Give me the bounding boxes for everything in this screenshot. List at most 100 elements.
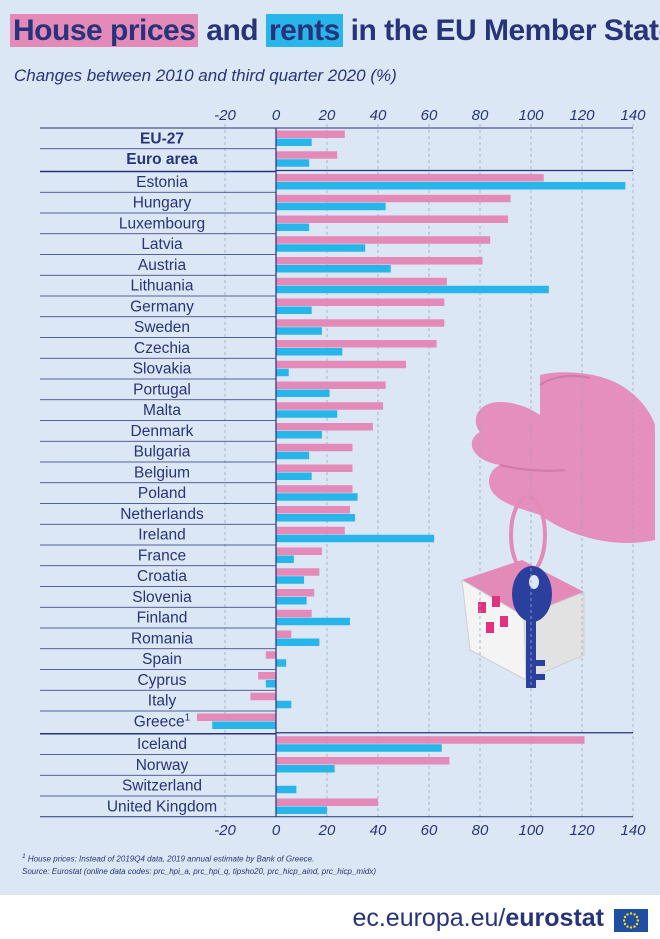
bar-house-prices <box>276 630 292 638</box>
category-name: Latvia <box>141 236 183 253</box>
category-name: Slovakia <box>133 361 192 378</box>
x-tick-label-bottom: 80 <box>472 822 489 839</box>
bar-house-prices <box>276 257 483 265</box>
x-tick-label-bottom: 100 <box>518 822 544 839</box>
category-label: Iceland <box>137 736 187 753</box>
bar-house-prices <box>276 485 353 493</box>
category-label: Bulgaria <box>134 444 191 461</box>
category-label: United Kingdom <box>107 798 217 815</box>
x-tick-label-bottom: 120 <box>569 822 595 839</box>
bar-house-prices <box>276 757 450 765</box>
bar-rents <box>212 721 276 729</box>
bar-house-prices <box>258 672 276 680</box>
hand-illustration <box>471 372 655 543</box>
bar-rents <box>276 244 366 252</box>
bar-house-prices <box>265 651 276 659</box>
bar-house-prices <box>250 692 276 701</box>
bar-house-prices <box>276 151 338 159</box>
bar-rents <box>276 306 312 314</box>
category-label: Poland <box>138 485 186 502</box>
x-tick-label-bottom: 40 <box>370 822 387 839</box>
bar-house-prices <box>276 798 378 806</box>
bar-rents <box>276 493 358 501</box>
category-label: Cyprus <box>137 672 186 689</box>
category-name: Spain <box>142 651 182 668</box>
bar-house-prices <box>276 298 445 306</box>
category-label: Italy <box>148 693 177 710</box>
footnote-text: House prices: Instead of 2019Q4 data, 20… <box>25 854 315 864</box>
bar-rents <box>276 410 338 418</box>
category-name: Czechia <box>134 340 190 357</box>
bar-rents <box>276 265 391 273</box>
category-label: Denmark <box>131 423 194 440</box>
category-name: Germany <box>130 298 194 315</box>
x-tick-label-top: 40 <box>370 107 387 124</box>
source-note: Source: Eurostat (online data codes: prc… <box>22 867 376 876</box>
x-tick-label-bottom: 0 <box>272 822 281 839</box>
title-house-prices: House prices <box>10 14 199 47</box>
bar-rents <box>276 785 297 794</box>
category-name: Finland <box>137 610 188 627</box>
eu-stars-icon <box>622 912 640 929</box>
x-tick-label-top: 100 <box>518 107 544 124</box>
category-name: Italy <box>148 693 177 710</box>
category-label: Ireland <box>138 527 185 544</box>
bar-rents <box>276 700 292 709</box>
category-label: Luxembourg <box>119 215 205 232</box>
category-label: Greece1 <box>134 712 191 730</box>
category-label: Euro area <box>126 151 198 168</box>
category-name: Sweden <box>134 319 190 336</box>
category-name: Estonia <box>136 174 188 191</box>
category-name: Belgium <box>134 464 190 481</box>
category-label: Sweden <box>134 319 190 336</box>
x-tick-label-top: 120 <box>569 107 595 124</box>
footnote: 1 House prices: Instead of 2019Q4 data, … <box>22 853 314 864</box>
bar-rents <box>276 348 343 356</box>
bar-house-prices <box>276 568 320 576</box>
category-label: Hungary <box>133 195 192 212</box>
category-name: Switzerland <box>122 778 202 795</box>
category-name: Hungary <box>133 195 192 212</box>
chart-title: House prices and rents in the EU Member … <box>10 14 660 48</box>
bar-rents <box>276 638 320 646</box>
category-label: Norway <box>136 757 189 774</box>
category-label: Spain <box>142 651 182 668</box>
category-label: France <box>138 547 186 564</box>
bar-rents <box>276 534 435 543</box>
bar-house-prices <box>276 443 353 452</box>
category-label: Belgium <box>134 464 190 481</box>
category-label: Finland <box>137 610 188 627</box>
bar-rents <box>276 576 305 584</box>
category-name: Romania <box>131 630 193 647</box>
bar-rents <box>265 680 276 688</box>
x-tick-label-top: 60 <box>421 107 438 124</box>
category-name: Euro area <box>126 151 198 168</box>
bar-house-prices <box>276 609 312 618</box>
bar-house-prices <box>276 277 447 286</box>
category-name: Cyprus <box>137 672 186 689</box>
category-label: Slovenia <box>132 589 192 606</box>
bar-rents <box>276 597 307 605</box>
category-rows: EU-27 Euro area Estonia Hungary Luxembourg La… <box>40 127 633 818</box>
category-name: EU-27 <box>140 130 184 147</box>
x-tick-label-bottom: -20 <box>214 822 236 839</box>
category-name: Portugal <box>133 381 191 398</box>
x-tick-label-top: -20 <box>214 107 236 124</box>
category-name: Norway <box>136 757 189 774</box>
category-name: Austria <box>138 257 187 274</box>
bar-rents <box>276 555 294 563</box>
bar-rents <box>276 389 330 397</box>
category-superscript: 1 <box>185 712 191 723</box>
bar-house-prices <box>276 736 585 744</box>
bar-rents <box>276 765 335 773</box>
category-name: Netherlands <box>120 506 204 523</box>
bar-rents <box>276 806 327 814</box>
category-name: Luxembourg <box>119 215 205 232</box>
eurostat-link[interactable]: ec.europa.eu/eurostat <box>352 904 604 933</box>
x-tick-label-top: 0 <box>272 107 281 124</box>
bar-rents <box>276 159 310 167</box>
x-tick-label-top: 140 <box>620 107 646 124</box>
category-label: Malta <box>143 402 181 419</box>
category-name: United Kingdom <box>107 798 217 815</box>
